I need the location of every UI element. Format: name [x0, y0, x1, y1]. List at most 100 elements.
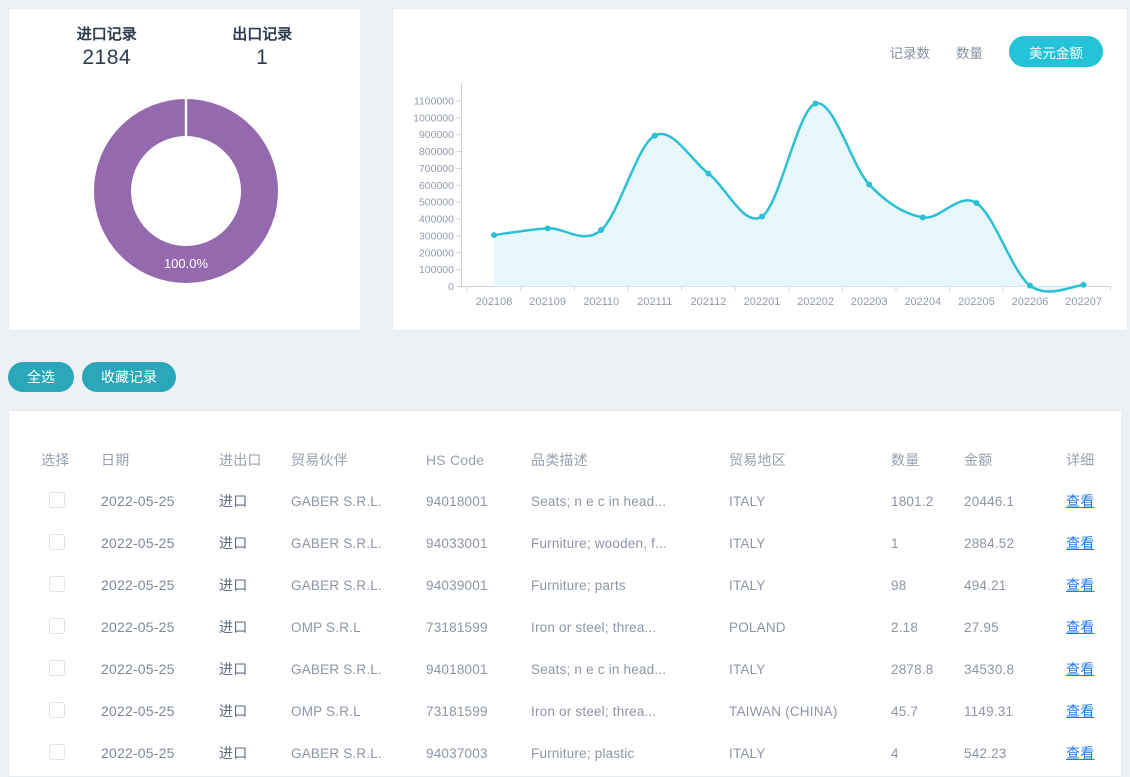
axis-tick-label: 202110 [583, 296, 619, 308]
view-detail-link[interactable]: 查看 [1066, 535, 1095, 551]
row-category-description: Furniture; plastic [531, 745, 635, 761]
summary-card: 进口记录 2184 出口记录 1 100.0% [8, 8, 361, 331]
chart-shape [919, 214, 926, 221]
row-checkbox[interactable] [49, 743, 65, 760]
chart-shape [544, 225, 551, 232]
column-header-desc: 品类描述 [531, 452, 588, 468]
metric-toggle-1[interactable]: 记录数 [890, 42, 931, 62]
view-detail-link[interactable]: 查看 [1066, 577, 1095, 593]
row-date: 2022-05-25 [101, 535, 175, 551]
chart-shape [812, 100, 819, 107]
row-trade-region: ITALY [729, 745, 766, 761]
view-detail-link[interactable]: 查看 [1066, 661, 1095, 677]
axis-tick-label: 300000 [419, 230, 454, 242]
column-header-select: 选择 [41, 452, 70, 468]
row-trade-region: POLAND [729, 619, 786, 635]
row-import-export: 进口 [219, 535, 248, 551]
row-select-cell [41, 701, 101, 721]
export-records-stat: 出口记录 1 [232, 25, 292, 71]
summary-stats: 进口记录 2184 出口记录 1 [9, 9, 360, 71]
axis-tick-label: 400000 [419, 214, 454, 226]
axis-tick-label: 900000 [419, 129, 454, 141]
row-date: 2022-05-25 [101, 493, 175, 509]
axis-tick-label: 0 [448, 281, 454, 293]
row-hs-code: 94037003 [426, 745, 488, 761]
row-select-cell [41, 743, 101, 763]
chart-shape [1080, 281, 1087, 288]
row-import-export: 进口 [219, 661, 248, 677]
axis-tick-label: 202207 [1065, 296, 1102, 308]
view-detail-link[interactable]: 查看 [1066, 619, 1095, 635]
trend-chart-card: 记录数 数量 美元金额 0 100000 200000 300000 400000 50000… [392, 8, 1128, 331]
axis-tick-label: 202111 [637, 296, 672, 308]
records-table-card: 选择 日期 进出口 贸易伙伴 HS Code 品类描述 贸易地区 数量 金额 详细 2022-05… [8, 410, 1122, 777]
table-row: 2022-05-25 进口 OMP S.R.L 73181599 Iron or ste… [9, 690, 1121, 732]
import-records-label: 进口记录 [76, 26, 137, 43]
chart-shape [705, 170, 712, 177]
table-header-row: 选择 日期 进出口 贸易伙伴 HS Code 品类描述 贸易地区 数量 金额 详细 [9, 411, 1121, 480]
row-detail-cell: 查看 [1066, 575, 1121, 595]
export-records-label: 出口记录 [232, 26, 293, 43]
row-detail-cell: 查看 [1066, 659, 1121, 679]
row-select-cell [41, 659, 101, 679]
table-row: 2022-05-25 进口 GABER S.R.L. 94033001 Furnitur… [9, 522, 1121, 564]
view-detail-link[interactable]: 查看 [1066, 493, 1095, 509]
row-checkbox[interactable] [49, 659, 65, 676]
table-row: 2022-05-25 进口 GABER S.R.L. 94018001 Seats; n… [9, 648, 1121, 690]
favorite-records-button[interactable]: 收藏记录 [82, 362, 176, 392]
column-header-date: 日期 [101, 452, 130, 468]
row-amount: 20446.1 [964, 493, 1015, 509]
row-import-export: 进口 [219, 745, 248, 761]
row-date: 2022-05-25 [101, 661, 175, 677]
row-hs-code: 73181599 [426, 619, 488, 635]
row-quantity: 98 [891, 577, 907, 593]
row-trade-region: ITALY [729, 661, 766, 677]
row-select-cell [41, 533, 101, 553]
row-trade-region: ITALY [729, 535, 766, 551]
row-amount: 2884.52 [964, 535, 1015, 551]
row-trade-region: TAIWAN (CHINA) [729, 703, 838, 719]
axis-tick-label: 500000 [419, 197, 454, 209]
row-checkbox[interactable] [49, 533, 65, 550]
axis-tick-label: 202109 [529, 296, 566, 308]
metric-toggle-3[interactable]: 美元金额 [1009, 36, 1103, 67]
chart-shape [491, 232, 497, 239]
row-trade-partner: GABER S.R.L. [291, 577, 382, 593]
row-select-cell [41, 617, 101, 637]
row-checkbox[interactable] [49, 701, 65, 718]
chart-metric-toggles: 记录数 数量 美元金额 [890, 36, 1103, 67]
row-trade-partner: OMP S.R.L [291, 619, 361, 635]
table-row: 2022-05-25 进口 OMP S.R.L 73181599 Iron or ste… [9, 606, 1121, 648]
donut-chart: 100.0% [94, 99, 278, 283]
import-records-stat: 进口记录 2184 [77, 25, 137, 71]
axis-tick-label: 700000 [419, 163, 454, 175]
row-amount: 1149.31 [964, 703, 1014, 719]
metric-toggle-2[interactable]: 数量 [956, 42, 983, 62]
row-category-description: Iron or steel; threa... [531, 703, 657, 719]
row-import-export: 进口 [219, 577, 248, 593]
export-records-value: 1 [256, 46, 269, 69]
row-checkbox[interactable] [49, 617, 65, 634]
row-trade-partner: OMP S.R.L [291, 703, 361, 719]
row-category-description: Seats; n e c in head... [531, 661, 667, 677]
axis-tick-label: 202204 [904, 296, 941, 308]
table-row: 2022-05-25 进口 GABER S.R.L. 94039001 Furnitur… [9, 564, 1121, 606]
row-checkbox[interactable] [49, 491, 65, 508]
row-trade-partner: GABER S.R.L. [291, 493, 382, 509]
axis-tick-label: 100000 [419, 264, 454, 276]
row-import-export: 进口 [219, 493, 248, 509]
view-detail-link[interactable]: 查看 [1066, 745, 1095, 761]
row-hs-code: 94018001 [426, 661, 488, 677]
axis-tick-label: 600000 [419, 180, 454, 192]
row-checkbox[interactable] [49, 575, 65, 592]
select-all-button[interactable]: 全选 [8, 362, 74, 392]
row-quantity: 45.7 [891, 703, 919, 719]
row-import-export: 进口 [219, 619, 248, 635]
view-detail-link[interactable]: 查看 [1066, 703, 1095, 719]
row-amount: 27.95 [964, 619, 999, 635]
axis-tick-label: 202203 [851, 296, 888, 308]
column-header-type: 进出口 [219, 452, 262, 468]
row-detail-cell: 查看 [1066, 617, 1121, 637]
row-import-export: 进口 [219, 703, 248, 719]
axis-tick-label: 800000 [419, 146, 454, 158]
